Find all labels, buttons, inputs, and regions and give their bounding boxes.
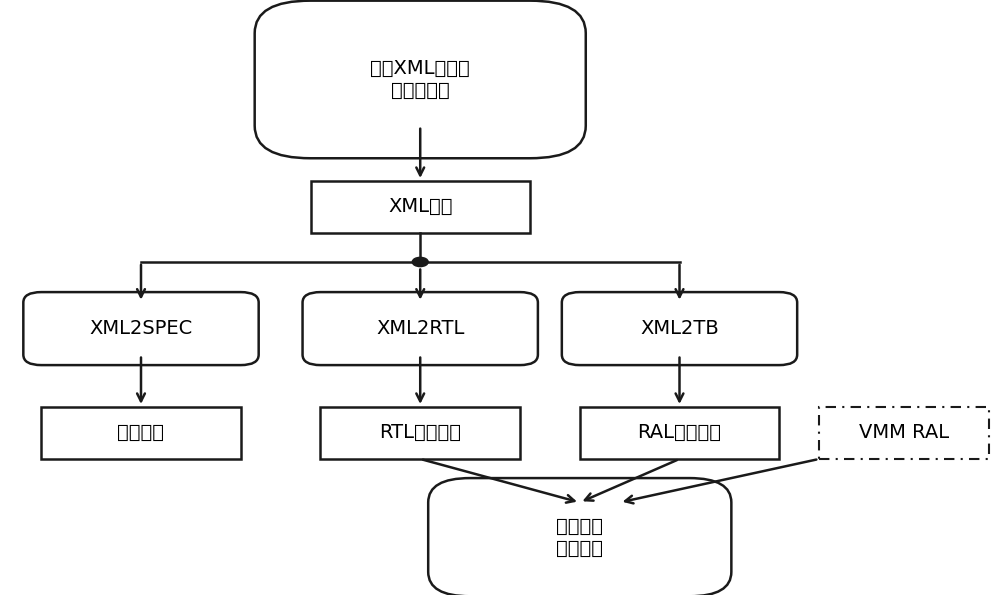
- FancyBboxPatch shape: [562, 292, 797, 365]
- FancyBboxPatch shape: [41, 407, 241, 459]
- Text: 功能文档: 功能文档: [118, 424, 164, 443]
- Text: RAL测试平台: RAL测试平台: [638, 424, 722, 443]
- FancyBboxPatch shape: [428, 478, 731, 595]
- Text: 采用XML编辑器
描述寄存器: 采用XML编辑器 描述寄存器: [370, 59, 470, 100]
- FancyBboxPatch shape: [255, 1, 586, 158]
- Circle shape: [412, 257, 428, 267]
- Text: XML2RTL: XML2RTL: [376, 319, 464, 338]
- FancyBboxPatch shape: [23, 292, 259, 365]
- FancyBboxPatch shape: [303, 292, 538, 365]
- FancyBboxPatch shape: [819, 407, 989, 459]
- Text: RTL设计文件: RTL设计文件: [379, 424, 461, 443]
- FancyBboxPatch shape: [320, 407, 520, 459]
- Text: XML2SPEC: XML2SPEC: [89, 319, 193, 338]
- FancyBboxPatch shape: [311, 181, 530, 233]
- Text: VMM RAL: VMM RAL: [859, 424, 949, 443]
- FancyBboxPatch shape: [580, 407, 779, 459]
- Text: XML文件: XML文件: [388, 198, 452, 217]
- Text: 仿真工具
检查设计: 仿真工具 检查设计: [556, 516, 603, 558]
- Text: XML2TB: XML2TB: [640, 319, 719, 338]
